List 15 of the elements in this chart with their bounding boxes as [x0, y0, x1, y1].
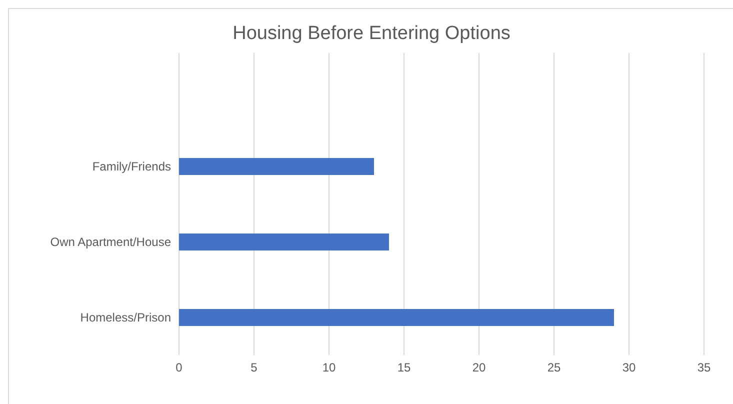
y-tick-label: Family/Friends — [92, 160, 171, 174]
x-tick-label: 25 — [547, 360, 561, 375]
y-tick-label: Own Apartment/House — [50, 235, 172, 250]
chart-title: Housing Before Entering Options — [232, 23, 512, 45]
x-tick-label: 20 — [472, 360, 486, 375]
x-tick-label: 0 — [176, 360, 183, 375]
bar — [179, 233, 389, 250]
x-tick-label: 10 — [322, 360, 336, 375]
y-tick-label: Homeless/Prison — [80, 310, 171, 325]
bar — [179, 158, 374, 175]
x-tick-label: 30 — [622, 360, 636, 375]
x-tick-label: 5 — [250, 360, 258, 375]
x-tick-label: 15 — [397, 360, 411, 375]
x-tick-label: 35 — [697, 360, 711, 375]
bar — [179, 308, 614, 326]
